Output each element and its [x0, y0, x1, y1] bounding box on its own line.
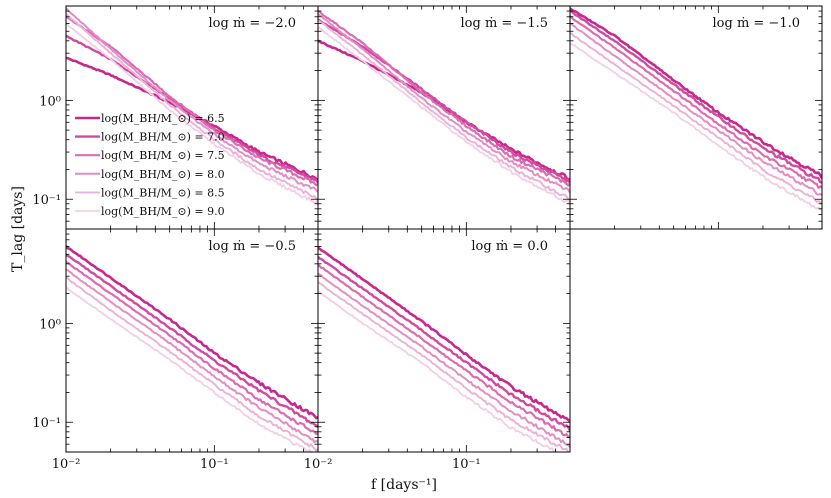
- series-line: [66, 276, 318, 452]
- series-group: [318, 10, 570, 204]
- y-tick-label: 10⁻¹: [32, 416, 61, 431]
- series-group: [66, 245, 318, 452]
- series-group: [570, 7, 822, 211]
- series-line: [570, 32, 822, 205]
- legend-label: log(M_BH/M_⊙) = 7.0: [101, 131, 225, 144]
- x-axis-title: f [days⁻¹]: [371, 477, 437, 493]
- series-line: [570, 7, 822, 180]
- ticks: [65, 5, 319, 230]
- ticks: [317, 228, 571, 453]
- series-line: [570, 9, 822, 184]
- series-line: [318, 255, 570, 432]
- y-tick-label: 10⁰: [39, 317, 61, 332]
- legend-label: log(M_BH/M_⊙) = 8.0: [101, 168, 225, 181]
- series-line: [318, 10, 570, 187]
- series-line: [66, 245, 318, 420]
- series-line: [570, 22, 822, 196]
- legend: log(M_BH/M_⊙) = 6.5 log(M_BH/M_⊙) = 7.0 lo…: [75, 112, 225, 218]
- panel-3: log ṁ = −1.0: [569, 5, 823, 230]
- x-tick-label: 10⁻¹: [200, 457, 229, 472]
- y-axis-title: T_lag [days]: [10, 186, 26, 272]
- series-line: [318, 18, 570, 185]
- panel-title: log ṁ = −1.0: [713, 16, 801, 31]
- x-tick-label: 10⁻²: [52, 457, 81, 472]
- y-tick-label: 10⁻¹: [32, 193, 61, 208]
- panel-title: log ṁ = 0.0: [471, 239, 548, 254]
- panel-1: log ṁ = −2.0 10⁻¹ 10⁰: [32, 5, 319, 230]
- series-line: [318, 281, 570, 452]
- panel-frame: [317, 228, 571, 453]
- series-line: [66, 261, 318, 436]
- series-line: [66, 7, 318, 193]
- ticks: [569, 5, 823, 230]
- series-line: [570, 42, 822, 211]
- panel-2: log ṁ = −1.5: [317, 5, 571, 230]
- series-group: [318, 246, 570, 452]
- series-line: [66, 15, 318, 187]
- series-line: [66, 268, 318, 444]
- panel-4: log ṁ = −0.5 10⁻¹ 10⁰ 10⁻² 10⁻¹: [32, 228, 319, 472]
- legend-label: log(M_BH/M_⊙) = 8.5: [101, 186, 225, 199]
- series-line: [318, 272, 570, 448]
- panel-5: log ṁ = 0.0 10⁻² 10⁻¹: [304, 228, 571, 472]
- ticks: [65, 228, 319, 453]
- series-line: [66, 253, 318, 429]
- series-line: [318, 290, 558, 452]
- legend-label: log(M_BH/M_⊙) = 7.5: [101, 149, 225, 162]
- series-line: [318, 13, 570, 194]
- x-tick-label: 10⁻²: [304, 457, 333, 472]
- series-group: [66, 7, 318, 206]
- series-line: [318, 19, 570, 202]
- panel-title: log ṁ = −1.5: [461, 16, 549, 31]
- panel-title: log ṁ = −0.5: [209, 239, 297, 254]
- series-line: [570, 15, 822, 189]
- series-line: [66, 22, 318, 206]
- series-line: [318, 246, 570, 423]
- legend-label: log(M_BH/M_⊙) = 9.0: [101, 205, 225, 218]
- panel-frame: [65, 228, 319, 453]
- y-tick-label: 10⁰: [39, 94, 61, 109]
- panel-title: log ṁ = −2.0: [209, 16, 297, 31]
- panel-frame: [569, 5, 823, 230]
- legend-label: log(M_BH/M_⊙) = 6.5: [101, 112, 225, 125]
- x-tick-label: 10⁻¹: [452, 457, 481, 472]
- series-line: [318, 263, 570, 439]
- series-line: [66, 13, 318, 202]
- series-line: [318, 26, 570, 204]
- series-line: [66, 286, 313, 452]
